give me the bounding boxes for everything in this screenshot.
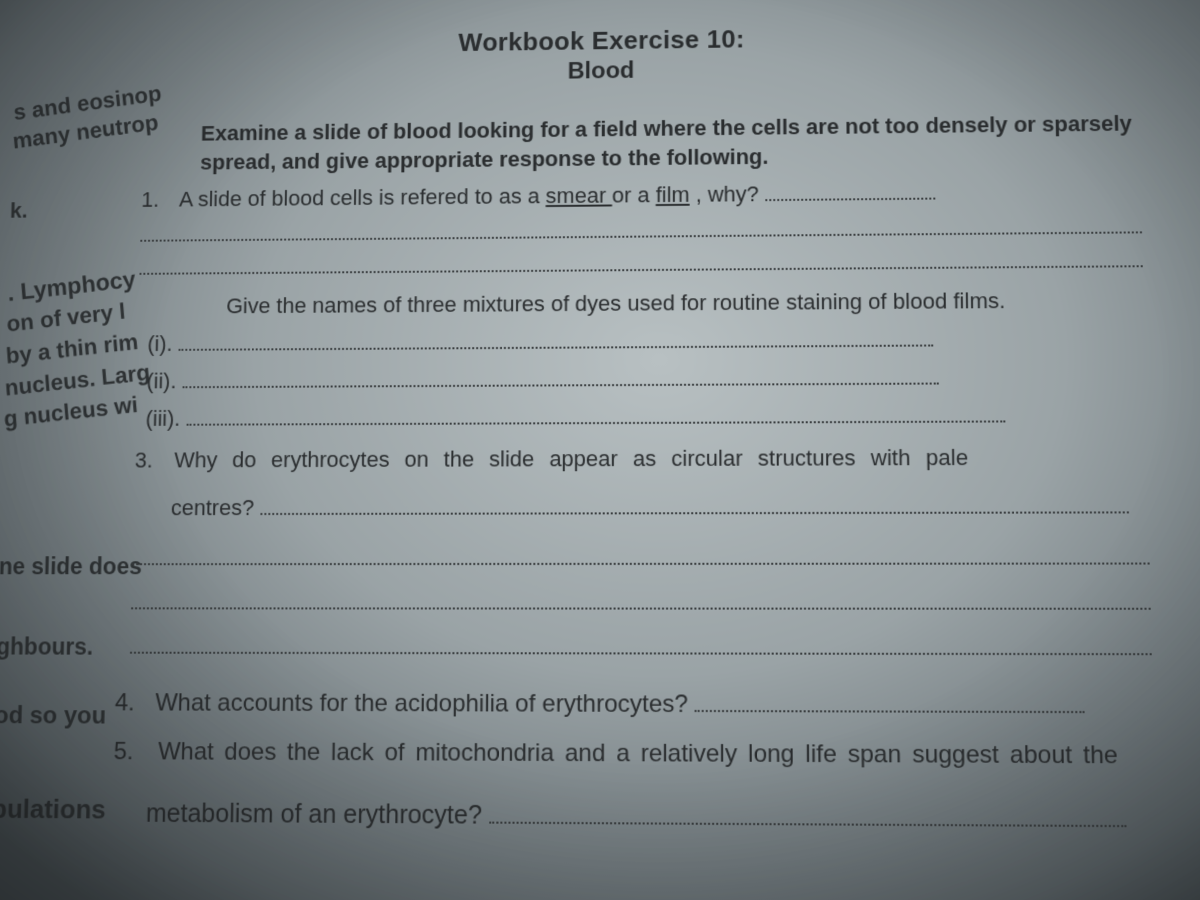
q1-underline-smear: smear [546,183,612,208]
q3-text-a: Why do erythrocytes on the slide appear … [174,445,968,473]
q2-ii-blank[interactable] [182,365,938,389]
q2-text: Give the names of three mixtures of dyes… [226,288,1005,318]
fragment-i: ne slide does [0,553,142,580]
fragment-l: pulations [0,793,106,825]
question-4: 4. What accounts for the acidophilia of … [114,680,1153,730]
q4-text: What accounts for the acidophilia of ery… [155,689,695,718]
q2-ii-label: (ii). [146,369,176,394]
q2-i-label: (i). [147,331,173,356]
q1-blank-line-1[interactable] [140,231,1142,241]
q1-blank[interactable] [765,180,935,201]
q2-iii: (iii). [145,394,1147,440]
q2-iii-label: (iii). [145,406,180,431]
question-3: 3. Why do erythrocytes on the slide appe… [134,436,1147,481]
q3-blank-line-1[interactable] [132,563,1149,566]
q5-number: 5. [113,729,148,776]
question-3b: centres? [170,485,1148,529]
q5-blank[interactable] [489,800,1126,827]
fragment-j: ghbours. [0,633,93,660]
q1-blank-line-2[interactable] [139,265,1142,275]
q2-iii-blank[interactable] [186,403,1005,426]
q3-blank-line-3[interactable] [130,652,1152,656]
q2-i-blank[interactable] [178,327,933,351]
question-1: 1. A slide of blood cells is refered to … [141,170,1142,220]
q5-text-b: metabolism of an erythrocyte? [146,799,490,830]
page-heading: Workbook Exercise 10: Blood [19,18,1198,92]
question-5b: metabolism of an erythrocyte? [145,790,1156,845]
q4-number: 4. [114,680,149,726]
fragment-c: k. [10,198,28,223]
q3-text-b: centres? [171,495,255,520]
q1-text-a: A slide of blood cells is refered to as … [179,184,546,212]
q1-mid: or a [612,183,656,208]
q3-blank[interactable] [260,493,1128,515]
workbook-page: Workbook Exercise 10: Blood s and eosino… [0,1,1200,900]
fragment-k: od so you [0,702,106,731]
q1-number: 1. [141,179,175,220]
q1-underline-film: film [656,182,690,207]
q3-number: 3. [134,440,168,482]
q5-text-a: What does the lack of mitochondria and a… [158,738,1118,770]
instruction-text: Examine a slide of blood looking for a f… [200,109,1141,177]
q1-text-b: , why? [696,181,765,206]
question-5: 5. What does the lack of mitochondria an… [113,729,1155,780]
q3-blank-line-2[interactable] [131,607,1151,609]
q4-blank[interactable] [695,690,1085,713]
